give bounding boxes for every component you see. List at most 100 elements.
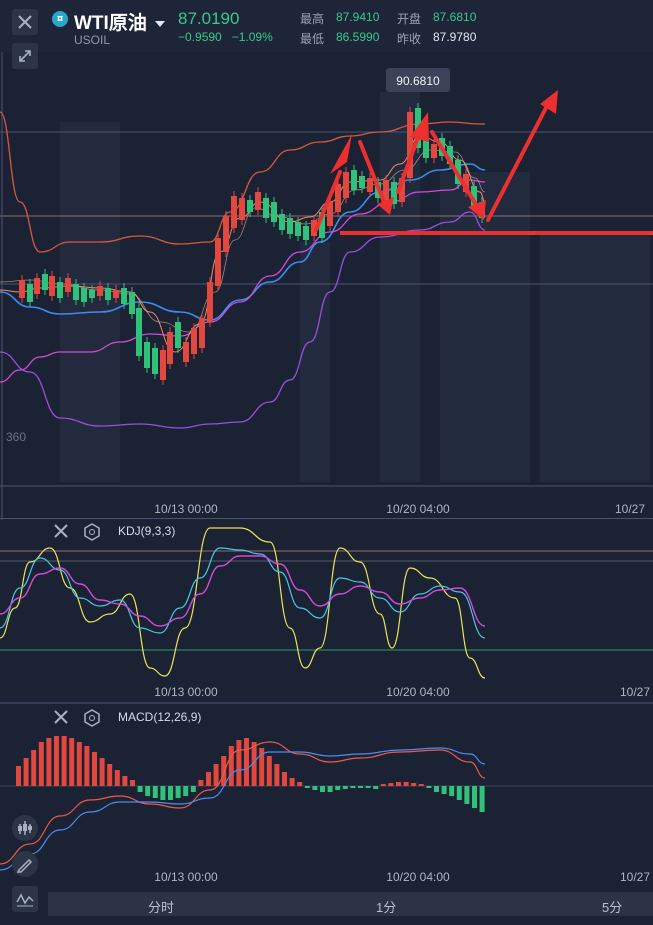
macd-x-tick-3: 10/27 — [620, 870, 650, 884]
price-change: −0.9590 −1.09% — [178, 30, 273, 44]
symbol-code: USOIL — [74, 33, 111, 47]
indicator-tool-button[interactable] — [12, 886, 38, 912]
macd-close-button[interactable] — [54, 710, 68, 724]
draw-tool-button[interactable] — [12, 851, 38, 877]
candle-body — [367, 178, 373, 192]
macd-bar — [137, 786, 143, 792]
macd-bar — [107, 764, 113, 786]
macd-bar — [251, 742, 257, 786]
macd-bar — [61, 736, 67, 786]
macd-bar — [76, 742, 82, 786]
macd-bar — [441, 786, 447, 794]
low-label: 最低 — [300, 32, 325, 46]
tab-1min[interactable]: 1分 — [376, 900, 397, 915]
high-label: 最高 — [300, 12, 325, 26]
candle-body — [407, 112, 413, 178]
macd-bar — [206, 772, 211, 786]
candle-body — [247, 200, 253, 212]
candle-body — [199, 318, 205, 348]
candle-body — [81, 288, 87, 302]
candle-body — [160, 350, 166, 380]
candle-body — [311, 220, 317, 236]
macd-bar — [130, 780, 135, 786]
macd-bar — [236, 740, 242, 786]
wave-icon — [16, 893, 34, 907]
close-icon — [54, 524, 68, 538]
symbol-name[interactable]: WTI原油 — [74, 8, 166, 35]
kdj-panel[interactable]: KDJ(9,3,3) 10/13 00:00 10/20 04:00 10/27 — [0, 518, 653, 704]
macd-bar — [54, 736, 59, 786]
macd-bar — [396, 782, 401, 786]
candle-body — [471, 186, 477, 206]
macd-bar — [403, 782, 409, 786]
boll-mid-line — [0, 163, 486, 321]
macd-bar — [418, 784, 424, 786]
main-x-tick-1: 10/13 00:00 — [154, 502, 218, 516]
macd-bar — [304, 786, 310, 788]
candle-body — [105, 288, 111, 300]
tab-timeshare[interactable]: 分时 — [148, 900, 175, 915]
hexagon-settings-icon — [84, 709, 100, 727]
macd-bar — [198, 780, 204, 786]
macd-bar — [259, 748, 265, 786]
macd-bar — [244, 738, 249, 786]
kdj-settings-button[interactable] — [84, 523, 100, 541]
candle-body — [49, 276, 55, 296]
macd-bar — [38, 742, 44, 786]
macd-bar — [23, 758, 29, 786]
kdj-x-tick-3: 10/27 — [620, 685, 650, 699]
main-price-chart[interactable]: 90.6810 360 10/13 00:00 10/20 04:00 10/2… — [0, 52, 653, 520]
candle-body — [239, 198, 245, 220]
candle-body — [287, 218, 293, 234]
kdj-x-tick-1: 10/13 00:00 — [154, 685, 218, 699]
close-button[interactable] — [12, 9, 38, 35]
candle-body — [57, 282, 63, 298]
macd-bar — [472, 786, 477, 808]
candle-body — [73, 284, 79, 300]
macd-bar — [221, 756, 227, 786]
macd-bar — [479, 786, 485, 812]
macd-bar — [426, 786, 432, 788]
candle-body — [431, 144, 437, 158]
candle-body — [263, 198, 269, 218]
kdj-title: KDJ(9,3,3) — [118, 524, 175, 538]
caret-down-icon — [155, 20, 166, 27]
candle-body — [136, 308, 142, 356]
kdj-close-button[interactable] — [54, 524, 68, 538]
candle-body — [42, 274, 48, 290]
candle-body — [327, 202, 333, 226]
macd-bar — [297, 782, 303, 786]
candle-body — [27, 284, 33, 302]
macd-bar — [213, 764, 219, 786]
main-x-tick-3: 10/27 — [615, 502, 645, 516]
expand-button[interactable] — [12, 43, 38, 69]
macd-bar — [388, 783, 394, 786]
hexagon-settings-icon — [84, 523, 100, 541]
main-x-tick-2: 10/20 04:00 — [386, 502, 450, 516]
macd-lines — [0, 741, 486, 871]
candle-body — [255, 192, 261, 210]
candle-body — [19, 280, 25, 298]
macd-bar — [411, 783, 417, 786]
candle-body — [391, 182, 397, 204]
macd-bar — [358, 786, 363, 788]
candle-body — [271, 202, 277, 222]
macd-title: MACD(12,26,9) — [118, 710, 201, 724]
candlestick-tool-button[interactable] — [12, 815, 38, 841]
macd-bar — [84, 746, 90, 786]
pencil-icon — [16, 858, 33, 873]
last-price: 87.0190 — [178, 9, 240, 28]
candle-body — [447, 146, 453, 164]
macd-settings-button[interactable] — [84, 709, 100, 727]
macd-bar — [183, 786, 189, 796]
candle-body — [97, 286, 103, 296]
candle-body — [89, 290, 95, 298]
candle-body — [399, 178, 405, 202]
kdj-k-line — [0, 527, 486, 679]
tab-5min[interactable]: 5分 — [602, 900, 623, 915]
macd-bar — [46, 738, 52, 786]
candle-body — [183, 342, 189, 362]
candle-body — [231, 196, 237, 228]
macd-panel[interactable]: MACD(12,26,9) 10/13 00:00 10/20 04:00 10… — [0, 704, 653, 890]
candle-body — [152, 348, 158, 374]
